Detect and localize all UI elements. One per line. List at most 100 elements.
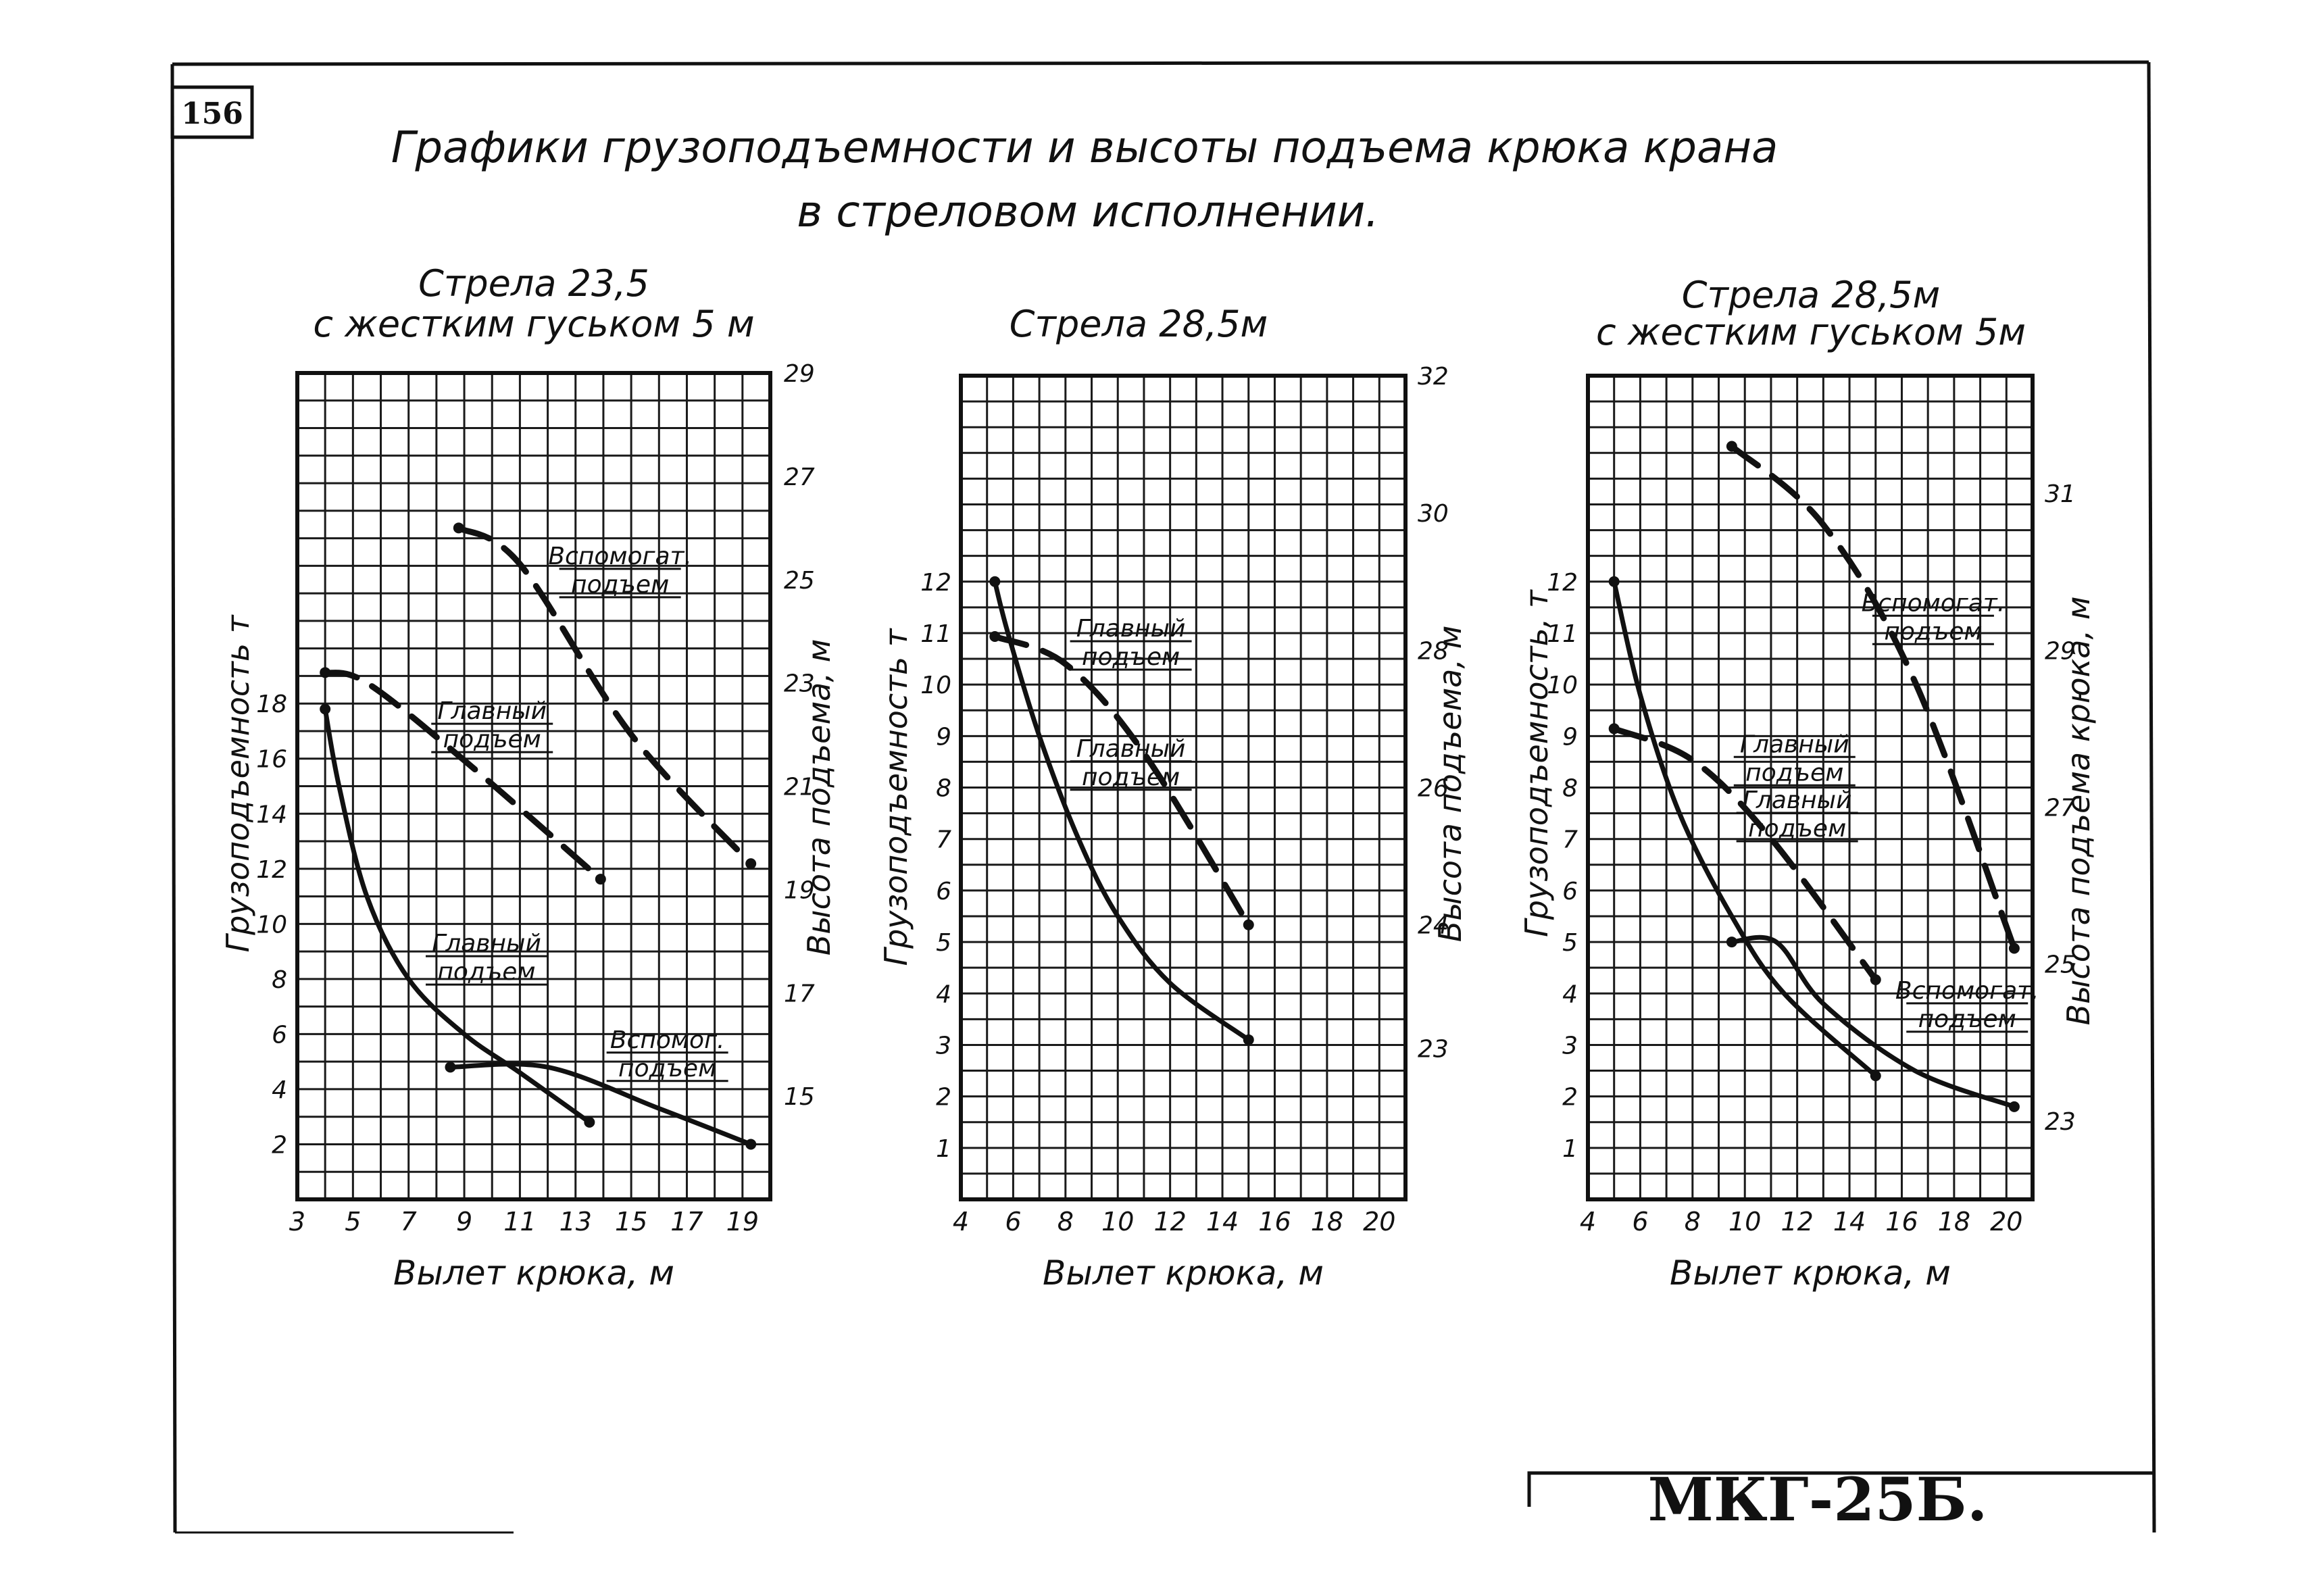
page-title-line2: в стреловом исполнении.	[797, 187, 1378, 237]
curve-label: Главный	[432, 930, 541, 957]
plot-frame	[959, 374, 1408, 1201]
series-line-height	[1728, 443, 2018, 951]
series-endpoint	[1870, 974, 1881, 985]
series-endpoint	[595, 874, 606, 885]
chart-subtitle: с жестким гуськом 5 м	[313, 303, 754, 345]
page-number-box: 156	[170, 85, 254, 139]
curve-label: Вспомог.	[610, 1026, 725, 1054]
y-tick-label: 2	[1562, 1084, 1578, 1112]
y-tick-label: 4	[936, 980, 951, 1008]
x-tick-label: 19	[726, 1207, 759, 1237]
x-axis-title: Вылет крюка, м	[1670, 1253, 1951, 1293]
x-tick-label: 16	[1258, 1207, 1291, 1237]
y2-tick-label: 19	[784, 876, 815, 904]
x-tick-label: 10	[1728, 1207, 1761, 1237]
y-tick-label: 2	[272, 1131, 287, 1159]
y2-axis-title: Высота подъема, м	[1432, 626, 1468, 943]
y-tick-label: 8	[1562, 775, 1578, 803]
series-endpoint	[2008, 1101, 2020, 1112]
series-endpoint	[320, 703, 331, 715]
x-tick-label: 14	[1206, 1207, 1239, 1237]
series-endpoint	[1608, 576, 1620, 587]
y-tick-label: 7	[1562, 826, 1578, 854]
x-axis-title: Вылет крюка, м	[393, 1253, 674, 1293]
y2-tick-label: 27	[784, 464, 815, 491]
y-tick-label: 1	[1562, 1135, 1578, 1163]
series-endpoint	[584, 1116, 595, 1128]
x-tick-label: 12	[1153, 1207, 1186, 1237]
y-tick-label: 11	[1547, 620, 1578, 648]
series-line-height	[1611, 725, 1879, 983]
drawing-stamp: МКГ-25Б.	[1647, 1464, 1987, 1535]
x-tick-label: 5	[345, 1207, 361, 1237]
page-frame	[170, 60, 2156, 1534]
y-tick-label: 4	[272, 1076, 287, 1104]
curve-label: Главный	[1740, 730, 1849, 758]
y-tick-label: 9	[936, 723, 951, 751]
series-line-capacity	[447, 1062, 753, 1147]
x-tick-label: 8	[1057, 1207, 1074, 1237]
curve-label: подъем	[1082, 764, 1180, 791]
title-block: МКГ-25Б.	[1527, 1464, 2154, 1535]
series-line-height	[991, 633, 1252, 928]
y2-tick-label: 31	[2045, 480, 2076, 508]
page-number: 156	[181, 97, 243, 131]
chart-subtitle: с жестким гуськом 5м	[1596, 311, 2026, 353]
y-tick-label: 18	[256, 691, 287, 718]
series-endpoint	[1870, 1070, 1881, 1082]
x-tick-label: 4	[953, 1207, 969, 1237]
series-endpoint	[453, 522, 464, 534]
y2-tick-label: 25	[784, 567, 815, 595]
x-tick-label: 14	[1833, 1207, 1866, 1237]
y2-tick-label: 26	[1418, 775, 1449, 803]
curve-label: Главный	[1076, 735, 1186, 763]
y2-tick-label: 21	[784, 774, 815, 801]
y2-axis-title: Высота подъема крюка, м	[2060, 597, 2097, 1026]
x-tick-label: 3	[289, 1207, 305, 1237]
x-tick-label: 20	[1990, 1207, 2022, 1237]
curve-label: подъем	[618, 1055, 716, 1082]
x-tick-label: 20	[1363, 1207, 1395, 1237]
y-tick-label: 12	[1547, 569, 1578, 597]
chart-title: Стрела 23,5	[418, 262, 649, 305]
series-endpoint	[1608, 723, 1620, 734]
page-title-line1: Графики грузоподъемности и высоты подъем…	[391, 123, 1778, 173]
y-axis-title: Грузоподъемность т	[878, 628, 914, 966]
y-axis-title: Грузоподъемность т	[220, 614, 256, 952]
y2-tick-label: 29	[2045, 637, 2076, 665]
x-tick-label: 7	[401, 1207, 417, 1237]
y-tick-label: 3	[1562, 1032, 1578, 1059]
y-tick-label: 6	[272, 1021, 287, 1049]
curve-label: подъем	[437, 958, 535, 986]
y2-axis-title: Высота подъема, м	[801, 639, 837, 956]
y-tick-label: 2	[936, 1084, 951, 1112]
y-tick-label: 5	[936, 929, 951, 957]
series-endpoint	[1726, 441, 1737, 452]
series-endpoint	[320, 667, 331, 678]
y2-tick-label: 24	[1418, 912, 1449, 940]
y-tick-label: 4	[1562, 980, 1578, 1008]
y-tick-label: 16	[256, 746, 287, 774]
curve-label: подъем	[1918, 1005, 2016, 1033]
curve-label: подъем	[1082, 643, 1180, 671]
y-tick-label: 10	[920, 672, 951, 699]
series-endpoint	[2008, 943, 2020, 954]
y2-tick-label: 17	[784, 980, 815, 1007]
curve-label: Главный	[437, 697, 547, 725]
y-tick-label: 5	[1562, 929, 1578, 957]
series-endpoint	[1726, 937, 1737, 948]
series-endpoint	[745, 858, 757, 870]
y2-tick-label: 32	[1418, 363, 1449, 391]
y-tick-label: 8	[272, 966, 287, 994]
x-tick-label: 12	[1781, 1207, 1813, 1237]
plot-grid	[296, 372, 772, 1201]
curve-label: подъем	[443, 726, 541, 753]
y-tick-label: 6	[1562, 878, 1578, 905]
chart-2: Стрела 28,5м4 6 8 10 12 14 16 18 201234567891011…	[878, 303, 1468, 1293]
y-tick-label: 8	[936, 775, 951, 803]
y-tick-label: 6	[936, 878, 951, 905]
series-line-capacity	[322, 706, 592, 1125]
x-tick-label: 4	[1580, 1207, 1596, 1237]
y2-tick-label: 30	[1418, 500, 1449, 528]
